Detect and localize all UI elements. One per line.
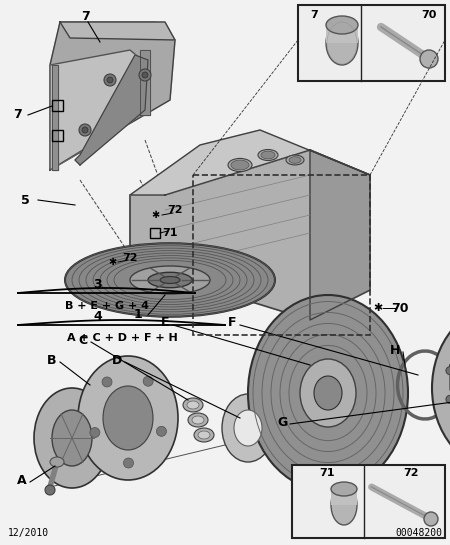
Text: F: F <box>228 317 236 330</box>
Text: C: C <box>78 334 88 347</box>
Polygon shape <box>130 130 370 195</box>
Ellipse shape <box>326 21 358 65</box>
Text: ✱: ✱ <box>374 303 382 313</box>
Ellipse shape <box>103 386 153 450</box>
Text: 71: 71 <box>162 228 178 238</box>
Text: 7: 7 <box>81 10 90 23</box>
Bar <box>150 228 160 238</box>
Circle shape <box>157 426 166 437</box>
Text: 71: 71 <box>320 468 335 478</box>
Bar <box>331 489 357 505</box>
Polygon shape <box>140 50 150 115</box>
Circle shape <box>420 50 438 68</box>
Ellipse shape <box>50 457 64 467</box>
Text: 4: 4 <box>94 310 103 323</box>
Text: 72: 72 <box>404 468 419 478</box>
Ellipse shape <box>314 376 342 410</box>
Ellipse shape <box>160 276 180 283</box>
Ellipse shape <box>331 485 357 525</box>
Polygon shape <box>50 50 142 170</box>
Ellipse shape <box>222 394 274 462</box>
Ellipse shape <box>198 431 210 439</box>
Bar <box>193 175 370 335</box>
Ellipse shape <box>183 398 203 412</box>
Text: 7: 7 <box>13 108 22 122</box>
Text: 70: 70 <box>421 10 436 20</box>
Text: 5: 5 <box>21 193 29 207</box>
Bar <box>52 100 63 111</box>
Text: 12/2010: 12/2010 <box>8 528 49 538</box>
Circle shape <box>79 124 91 136</box>
Ellipse shape <box>331 482 357 496</box>
Text: 7: 7 <box>310 10 318 20</box>
Ellipse shape <box>78 356 178 480</box>
Ellipse shape <box>228 159 252 172</box>
Text: A: A <box>17 474 27 487</box>
Ellipse shape <box>432 306 450 470</box>
Circle shape <box>143 376 153 386</box>
Text: B: B <box>47 354 57 366</box>
Ellipse shape <box>258 149 278 160</box>
Text: H: H <box>390 343 400 356</box>
Ellipse shape <box>188 413 208 427</box>
Ellipse shape <box>130 266 210 294</box>
Ellipse shape <box>289 157 301 164</box>
Circle shape <box>446 367 450 374</box>
Ellipse shape <box>65 243 275 317</box>
Ellipse shape <box>234 410 262 446</box>
Ellipse shape <box>326 16 358 34</box>
Ellipse shape <box>34 388 110 488</box>
Polygon shape <box>130 150 370 320</box>
Ellipse shape <box>286 155 304 165</box>
Polygon shape <box>75 55 148 165</box>
Circle shape <box>139 69 151 81</box>
Text: 1: 1 <box>134 308 142 322</box>
Text: 70: 70 <box>391 301 409 314</box>
Circle shape <box>107 77 113 83</box>
Polygon shape <box>50 22 175 170</box>
Ellipse shape <box>261 151 275 159</box>
Text: D: D <box>112 354 122 366</box>
Text: 3: 3 <box>94 277 102 290</box>
Polygon shape <box>60 22 175 40</box>
Bar <box>52 130 63 141</box>
Bar <box>298 5 445 81</box>
Circle shape <box>102 377 112 387</box>
Circle shape <box>82 127 88 133</box>
Circle shape <box>90 427 100 438</box>
Circle shape <box>104 74 116 86</box>
Ellipse shape <box>148 272 192 288</box>
Polygon shape <box>310 150 370 320</box>
Ellipse shape <box>248 295 408 491</box>
Text: G: G <box>277 415 287 428</box>
Circle shape <box>424 512 438 526</box>
Ellipse shape <box>192 416 204 424</box>
Text: ✱: ✱ <box>151 210 159 220</box>
Ellipse shape <box>300 359 356 427</box>
Polygon shape <box>52 65 58 170</box>
Text: ✱: ✱ <box>108 257 116 267</box>
Text: 72: 72 <box>167 205 183 215</box>
Text: 72: 72 <box>122 253 138 263</box>
Ellipse shape <box>194 428 214 442</box>
Text: E: E <box>161 317 169 330</box>
Ellipse shape <box>231 160 249 170</box>
Circle shape <box>45 485 55 495</box>
Bar <box>292 465 445 538</box>
Ellipse shape <box>187 401 199 409</box>
Circle shape <box>142 72 148 78</box>
Bar <box>326 25 358 43</box>
Text: B + E + G + 4: B + E + G + 4 <box>65 301 149 311</box>
Text: 00048200: 00048200 <box>395 528 442 538</box>
Circle shape <box>123 458 134 468</box>
Text: A + C + D + F + H: A + C + D + F + H <box>67 333 177 343</box>
Circle shape <box>446 395 450 403</box>
Ellipse shape <box>52 410 92 466</box>
